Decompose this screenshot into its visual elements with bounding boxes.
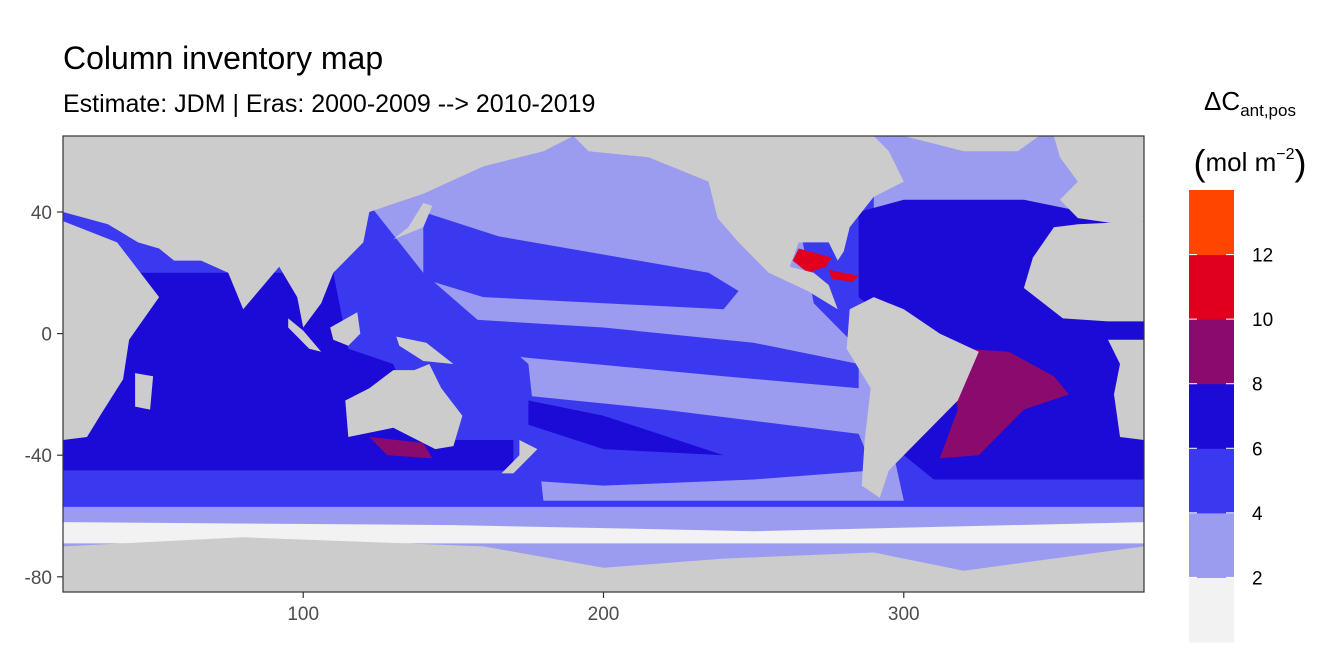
land-mass bbox=[288, 318, 322, 352]
y-tick-label: -40 bbox=[25, 446, 52, 467]
ocean-band bbox=[792, 248, 832, 273]
legend-units-exponent: −2 bbox=[1276, 146, 1295, 163]
land-mass bbox=[1053, 136, 1144, 225]
land-mass bbox=[63, 136, 574, 328]
land-mass bbox=[135, 373, 154, 410]
legend-title-sub: ant,pos bbox=[1240, 101, 1296, 120]
legend-label: 8 bbox=[1252, 375, 1263, 396]
legend-label: 2 bbox=[1252, 568, 1263, 589]
x-tick-label: 100 bbox=[287, 604, 319, 625]
x-axis: 100 200 300 bbox=[287, 592, 920, 625]
legend: 12 10 8 6 4 2 bbox=[1189, 190, 1273, 643]
legend-label: 10 bbox=[1252, 310, 1273, 331]
ocean-band bbox=[528, 400, 724, 456]
legend-key bbox=[1189, 448, 1234, 514]
land-mass bbox=[396, 336, 454, 364]
land-masses bbox=[63, 136, 1144, 592]
legend-key bbox=[1189, 254, 1234, 320]
legend-label: 12 bbox=[1252, 246, 1273, 267]
legend-key bbox=[1189, 383, 1234, 449]
ocean-band bbox=[828, 269, 859, 282]
land-mass bbox=[1108, 339, 1144, 440]
land-mass bbox=[846, 297, 979, 498]
legend-label: 4 bbox=[1252, 504, 1263, 525]
land-mass bbox=[903, 136, 1039, 152]
legend-title: ΔCant,pos bbox=[1180, 84, 1320, 128]
ocean-band bbox=[939, 348, 1069, 459]
legend-label: 6 bbox=[1252, 439, 1263, 460]
land-mass bbox=[501, 440, 538, 474]
ocean-band bbox=[453, 318, 859, 389]
legend-key bbox=[1189, 577, 1234, 643]
legend-title-main: ΔC bbox=[1204, 86, 1241, 116]
legend-units: (mol m−2) bbox=[1193, 142, 1307, 183]
land-mass bbox=[393, 202, 433, 240]
chart-title: Column inventory map bbox=[63, 40, 384, 76]
chart-subtitle: Estimate: JDM | Eras: 2000-2009 --> 2010… bbox=[63, 90, 596, 118]
land-mass bbox=[63, 221, 160, 440]
legend-key bbox=[1189, 190, 1234, 256]
ocean-band bbox=[423, 212, 739, 310]
land-mass bbox=[573, 136, 904, 310]
legend-key bbox=[1189, 319, 1234, 385]
ocean-band bbox=[369, 437, 433, 459]
legend-key bbox=[1189, 512, 1234, 578]
y-tick-label: 0 bbox=[41, 325, 52, 346]
land-mass bbox=[330, 312, 361, 346]
x-tick-label: 300 bbox=[888, 604, 920, 625]
y-tick-label: -80 bbox=[25, 568, 52, 589]
land-mass bbox=[1023, 221, 1144, 322]
y-axis: 40 0 -40 -80 bbox=[25, 203, 63, 589]
legend-units-text: mol m bbox=[1205, 147, 1277, 177]
y-tick-label: 40 bbox=[31, 203, 52, 224]
x-tick-label: 200 bbox=[588, 604, 620, 625]
land-mass bbox=[63, 537, 1144, 592]
land-mass bbox=[345, 364, 463, 450]
